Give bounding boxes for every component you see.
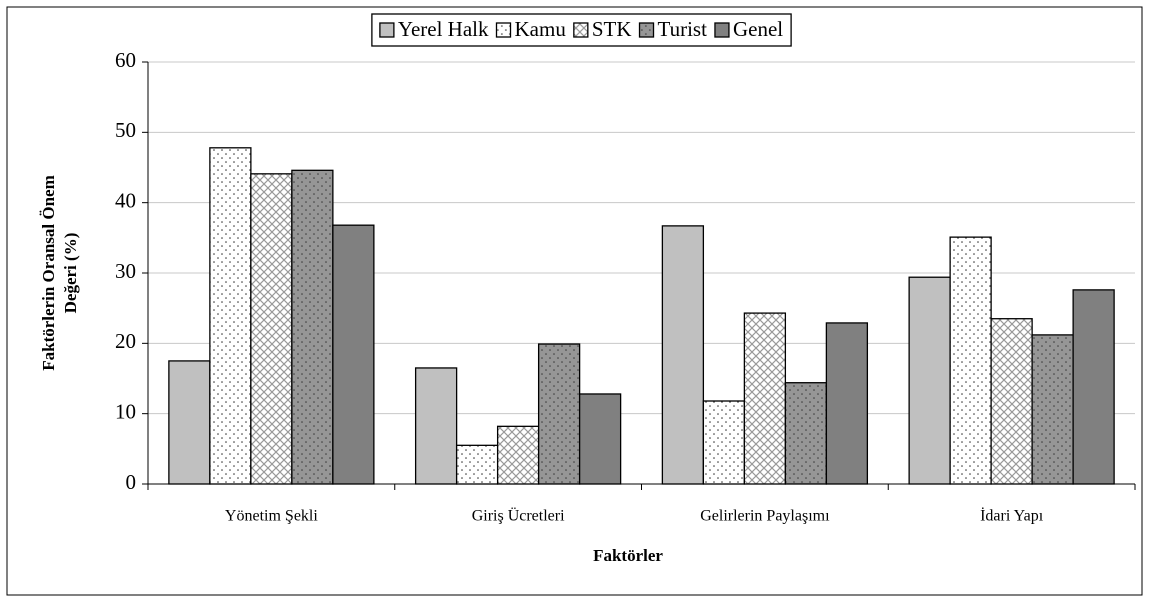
bar	[291, 169, 334, 485]
bar	[1031, 334, 1074, 485]
bar	[414, 367, 458, 485]
bar	[1072, 289, 1115, 485]
legend-swatch	[573, 22, 589, 38]
x-tick-label: Yönetim Şekli	[225, 508, 318, 525]
y-tick-label: 20	[115, 329, 136, 353]
legend-label: STK	[592, 17, 632, 41]
y-tick-label: 60	[115, 48, 136, 72]
y-tick-label: 0	[126, 470, 137, 494]
bar	[332, 224, 375, 485]
bar	[496, 425, 540, 485]
legend-swatch	[714, 22, 730, 38]
bar	[250, 173, 293, 485]
bar	[743, 312, 787, 485]
y-tick-label: 10	[115, 399, 136, 423]
bar	[661, 225, 705, 485]
legend-label: Genel	[733, 17, 783, 41]
bar	[209, 147, 252, 485]
legend-label: Yerel Halk	[398, 17, 489, 41]
y-axis-title-line: Faktörlerin Oransal Önem	[39, 175, 58, 370]
x-tick-label: İdari Yapı	[980, 507, 1044, 525]
bar	[990, 318, 1033, 485]
legend-label: Kamu	[515, 17, 567, 41]
bar	[168, 360, 211, 485]
bar	[702, 400, 746, 485]
y-tick-label: 30	[115, 259, 136, 283]
x-axis-title: Faktörler	[593, 546, 663, 565]
y-tick-label: 40	[115, 188, 136, 212]
x-tick-label: Giriş Ücretleri	[472, 507, 565, 525]
legend-swatch	[495, 22, 512, 38]
legend-swatch	[379, 22, 395, 38]
bar	[949, 236, 992, 485]
bar	[455, 444, 499, 485]
bar	[825, 322, 869, 485]
bar	[784, 382, 828, 485]
legend-swatch	[638, 22, 655, 38]
bar	[537, 343, 581, 485]
x-tick-label: Gelirlerin Paylaşımı	[700, 508, 830, 525]
y-axis-title-line: Değeri (%)	[61, 233, 80, 314]
y-tick-label: 50	[115, 118, 136, 142]
y-axis-title: Faktörlerin Oransal Önem Değeri (%)	[39, 175, 80, 370]
bar	[908, 276, 951, 485]
legend-label: Turist	[658, 17, 708, 41]
bar	[578, 393, 622, 485]
legend: Yerel Halk Kamu STK Turist Genel	[371, 13, 792, 47]
